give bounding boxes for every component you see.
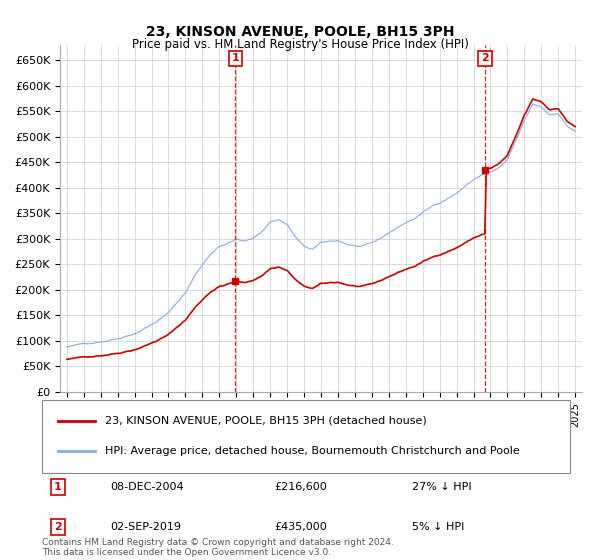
- Text: 02-SEP-2019: 02-SEP-2019: [110, 522, 182, 532]
- Text: 2: 2: [481, 54, 489, 63]
- Text: 23, KINSON AVENUE, POOLE, BH15 3PH: 23, KINSON AVENUE, POOLE, BH15 3PH: [146, 25, 454, 39]
- Text: HPI: Average price, detached house, Bournemouth Christchurch and Poole: HPI: Average price, detached house, Bour…: [106, 446, 520, 456]
- Text: 5% ↓ HPI: 5% ↓ HPI: [412, 522, 464, 532]
- Text: Price paid vs. HM Land Registry's House Price Index (HPI): Price paid vs. HM Land Registry's House …: [131, 38, 469, 50]
- Text: 08-DEC-2004: 08-DEC-2004: [110, 482, 184, 492]
- Text: 23, KINSON AVENUE, POOLE, BH15 3PH (detached house): 23, KINSON AVENUE, POOLE, BH15 3PH (deta…: [106, 416, 427, 426]
- Text: Contains HM Land Registry data © Crown copyright and database right 2024.
This d: Contains HM Land Registry data © Crown c…: [42, 538, 394, 557]
- Text: 27% ↓ HPI: 27% ↓ HPI: [412, 482, 471, 492]
- Text: 2: 2: [54, 522, 62, 532]
- Text: £216,600: £216,600: [274, 482, 327, 492]
- Text: 1: 1: [54, 482, 62, 492]
- Text: 1: 1: [232, 54, 239, 63]
- Text: £435,000: £435,000: [274, 522, 327, 532]
